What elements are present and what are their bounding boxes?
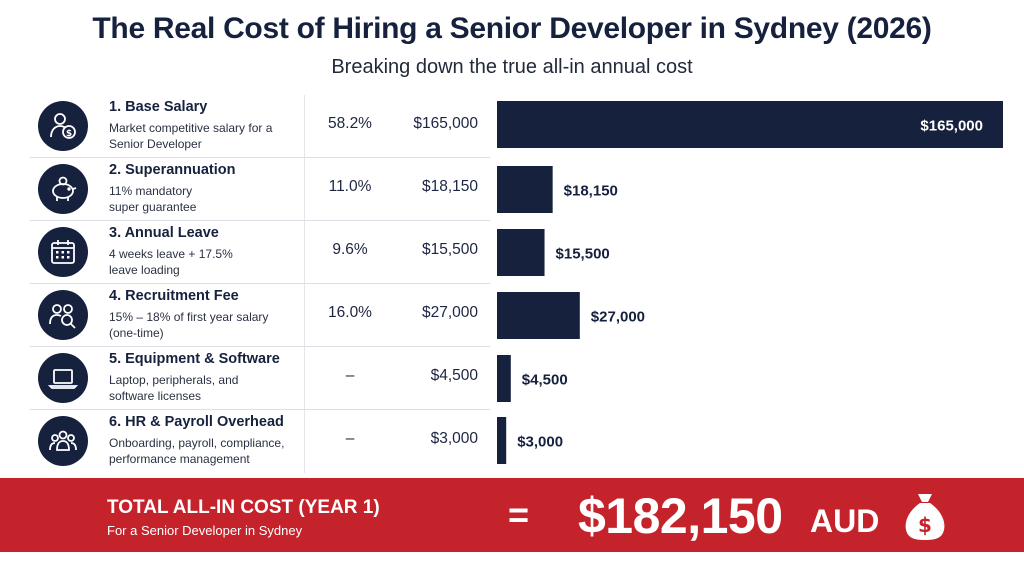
calendar-icon (38, 227, 88, 277)
cost-row-superannuation: 2. Superannuation 11% mandatory super gu… (30, 158, 490, 220)
page-title: The Real Cost of Hiring a Senior Develop… (92, 12, 932, 45)
item-description: Onboarding, payroll, compliance, perform… (109, 436, 285, 466)
item-title: 4. Recruitment Fee (109, 288, 239, 304)
piggy-bank-icon (38, 164, 88, 214)
cost-row-base-salary: $ 1. Base Salary Market competitive sala… (30, 95, 490, 157)
bar-1 (497, 101, 1003, 148)
money-bag-icon: $ (905, 494, 945, 540)
bar-value-label-2: $18,150 (564, 183, 618, 200)
row-divider (30, 409, 490, 410)
equals-sign: = (508, 494, 530, 535)
bar-3 (497, 229, 545, 276)
item-percentage: 11.0% (328, 178, 372, 195)
item-title: 5. Equipment & Software (109, 351, 280, 367)
total-value: $182,150 (578, 488, 783, 544)
people-search-icon (38, 290, 88, 340)
item-percentage: 9.6% (332, 241, 368, 258)
item-percentage: 16.0% (328, 304, 372, 321)
bar-value-label-4: $27,000 (591, 309, 645, 326)
column-divider (304, 95, 305, 473)
item-amount: $15,500 (421, 241, 478, 258)
svg-text:$: $ (918, 513, 932, 537)
item-title: 2. Superannuation (109, 162, 236, 178)
svg-text:$: $ (66, 129, 72, 139)
bar-value-label-6: $3,000 (517, 434, 563, 451)
cost-row-annual-leave: 3. Annual Leave 4 weeks leave + 17.5% le… (30, 221, 490, 283)
item-percentage: 58.2% (328, 115, 372, 132)
row-divider (30, 220, 490, 221)
item-title: 1. Base Salary (109, 99, 208, 115)
item-description: 4 weeks leave + 17.5% leave loading (109, 247, 233, 277)
total-banner (0, 478, 1024, 552)
item-amount: $4,500 (430, 367, 478, 384)
team-icon (38, 416, 88, 466)
row-divider (30, 157, 490, 158)
cost-row-equipment-software: 5. Equipment & Software Laptop, peripher… (30, 347, 490, 409)
total-currency: AUD (810, 503, 880, 539)
item-percentage: – (345, 430, 355, 447)
total-sublabel: For a Senior Developer in Sydney (107, 523, 303, 538)
cost-row-hr-payroll: 6. HR & Payroll Overhead Onboarding, pay… (30, 410, 490, 472)
item-amount: $18,150 (421, 178, 478, 195)
item-description: 11% mandatory super guarantee (109, 184, 197, 214)
bar-5 (497, 355, 511, 402)
item-amount: $3,000 (430, 430, 478, 447)
item-description: 15% – 18% of first year salary (one-time… (109, 310, 269, 340)
item-title: 6. HR & Payroll Overhead (109, 414, 284, 430)
bar-2 (497, 166, 553, 213)
item-percentage: – (345, 367, 355, 384)
bar-4 (497, 292, 580, 339)
item-title: 3. Annual Leave (109, 225, 219, 241)
page-subtitle: Breaking down the true all-in annual cos… (331, 56, 693, 78)
total-label: TOTAL ALL-IN COST (YEAR 1) (107, 497, 380, 518)
item-description: Market competitive salary for a Senior D… (109, 121, 273, 151)
item-amount: $27,000 (421, 304, 478, 321)
row-divider (30, 283, 490, 284)
person-dollar-icon: $ (38, 101, 88, 151)
laptop-icon (38, 353, 88, 403)
bar-value-label-5: $4,500 (522, 372, 568, 389)
item-description: Laptop, peripherals, and software licens… (109, 373, 239, 403)
bar-value-label-3: $15,500 (556, 246, 610, 263)
bar-6 (497, 417, 507, 464)
row-divider (30, 346, 490, 347)
bar-value-label-1: $165,000 (920, 118, 983, 135)
cost-row-recruitment-fee: 4. Recruitment Fee 15% – 18% of first ye… (30, 284, 490, 346)
item-amount: $165,000 (413, 115, 478, 132)
